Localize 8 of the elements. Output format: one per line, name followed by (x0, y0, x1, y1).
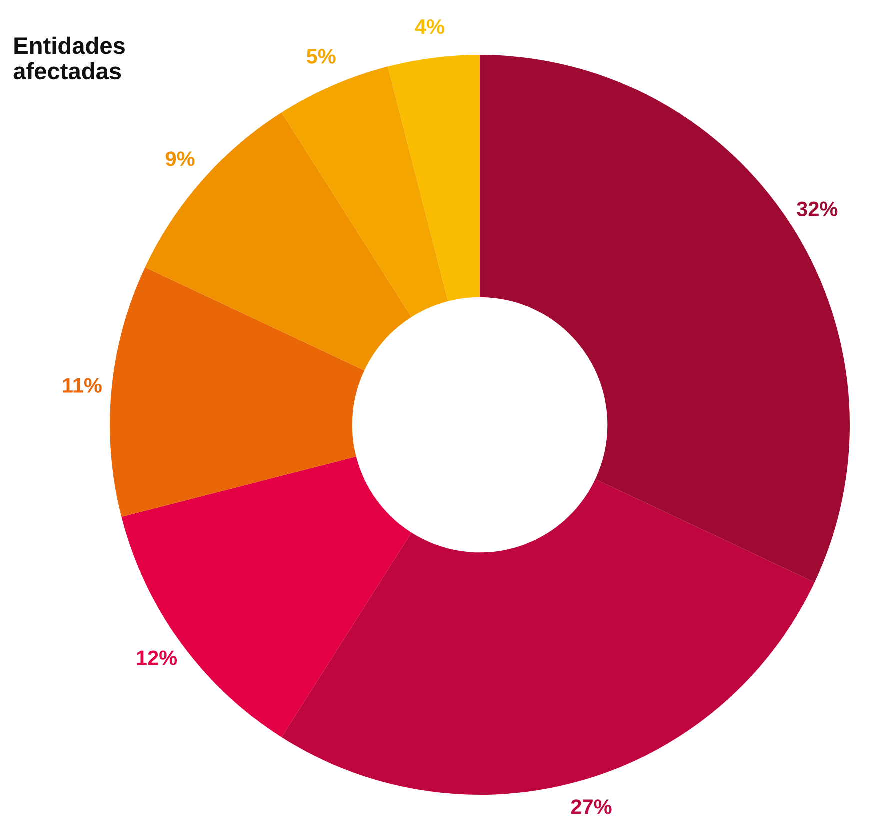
data-label: 27% (571, 800, 612, 814)
data-label: 9% (166, 152, 195, 166)
data-label: 12% (137, 650, 178, 666)
data-label: 5% (306, 49, 336, 64)
text: Entidades afectadas (14, 36, 125, 80)
data-label: 4% (415, 19, 444, 34)
data-label: 32% (797, 202, 838, 217)
data-label: 11% (63, 378, 102, 393)
